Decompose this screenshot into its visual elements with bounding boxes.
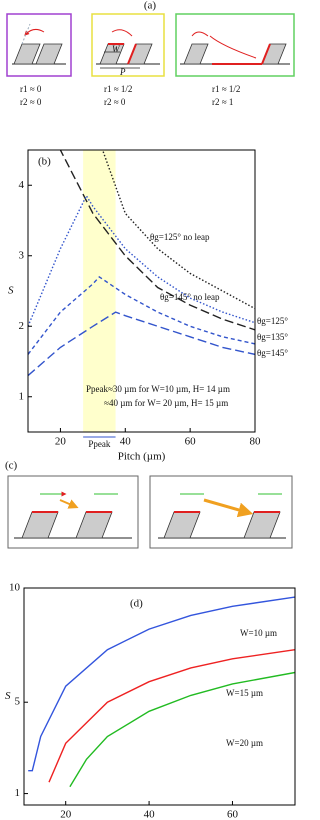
series-line (48, 649, 295, 783)
y-tick-label: 1 (19, 390, 25, 402)
case-box (91, 13, 165, 77)
figure: (a) W P r1 ≈ 0 r2 ≈ 0 r1 ≈ 1/2 r2 ≈ 0 r1… (5, 0, 296, 820)
x-tick-label: 20 (60, 809, 72, 820)
highlight-band (83, 150, 116, 432)
ratio: r1 ≈ 1/2 (104, 84, 132, 94)
series-label: W=20 µm (226, 738, 263, 748)
series-label: W=10 µm (240, 628, 277, 638)
x-tick-label: 20 (55, 436, 67, 448)
plot-frame (23, 587, 296, 806)
y-tick-label: 5 (15, 696, 21, 708)
ratio: r2 ≈ 1 (212, 97, 233, 107)
panel-label: (a) (144, 0, 157, 12)
case-box (7, 475, 139, 549)
series-line (28, 194, 255, 327)
series-line (28, 596, 295, 772)
y-tick-label: 3 (19, 249, 25, 261)
series-label: θg=135° (257, 332, 288, 342)
series-line (28, 311, 255, 377)
y-tick-label: 1 (15, 787, 21, 799)
ratio: r1 ≈ 1/2 (212, 84, 240, 94)
series-label: θg=145° (257, 348, 288, 358)
y-axis-label: S (8, 285, 14, 297)
ratio: r2 ≈ 0 (20, 97, 42, 107)
panel-label: (c) (5, 460, 18, 472)
ratio: r1 ≈ 0 (20, 84, 42, 94)
schematic (14, 491, 286, 539)
series-line (28, 275, 255, 355)
x-tick-label: 60 (185, 436, 197, 448)
pitch-label: P (119, 67, 126, 77)
panel-label: (d) (130, 598, 143, 610)
y-axis-label: S (5, 690, 11, 702)
series-line (69, 671, 295, 788)
y-tick-label: 2 (19, 320, 25, 332)
highlight-label: Ppeak (88, 439, 110, 449)
annotation: Ppeak≈30 µm for W=10 µm, H= 14 µm (86, 384, 230, 394)
plot-frame (27, 149, 256, 433)
x-axis-label: Pitch (µm) (118, 451, 166, 463)
x-tick-label: 40 (120, 436, 132, 448)
series-label: θg=145° no leap (160, 292, 220, 302)
series-label: θg=125° no leap (150, 232, 210, 242)
series-label: θg=125° (257, 316, 288, 326)
y-tick-label: 4 (19, 179, 25, 191)
x-tick-label: 40 (144, 809, 156, 820)
series-label: W=15 µm (226, 688, 263, 698)
case-box (6, 13, 72, 77)
series-line (59, 150, 255, 331)
y-tick-label: 10 (9, 582, 21, 594)
schematic (12, 23, 290, 69)
ratio: r2 ≈ 0 (104, 97, 126, 107)
case-box (149, 475, 293, 549)
x-tick-label: 80 (250, 436, 262, 448)
x-tick-label: 60 (227, 809, 239, 820)
panel-label: (b) (38, 156, 51, 168)
annotation: ≈40 µm for W= 20 µm, H= 15 µm (104, 398, 228, 408)
width-label: W (112, 44, 121, 54)
case-box (175, 13, 295, 77)
